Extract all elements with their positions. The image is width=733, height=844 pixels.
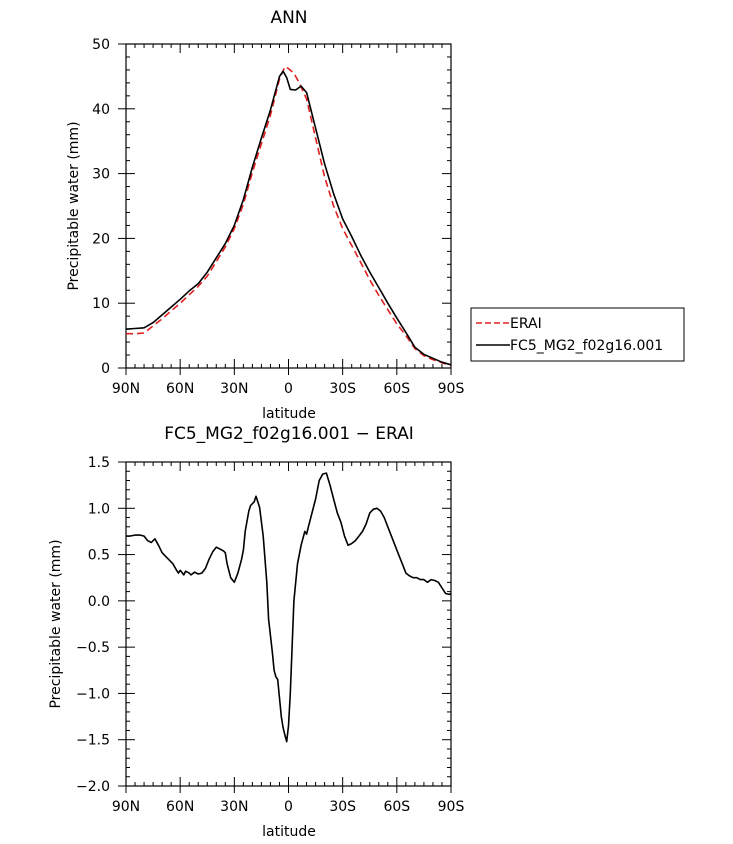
y-tick-label: 1.5 [88,455,110,471]
x-tick-label: 30S [329,381,356,397]
series-lines [126,472,452,743]
x-tick-label: 60S [383,799,410,815]
x-tick-label: 30S [329,799,356,815]
y-tick-label: 20 [92,231,110,247]
x-tick-label: 60N [166,799,194,815]
x-tick-label: 90N [112,799,140,815]
y-tick-label: 1.0 [88,501,110,517]
x-tick-label: 90N [112,381,140,397]
series-line-0 [126,472,452,743]
legend: ERAI FC5_MG2_f02g16.001 [470,307,685,362]
panel-title: ANN [270,8,307,28]
difference-panel: FC5_MG2_f02g16.001 − ERAI 90N 60N 30N 0 30S 6… [48,424,464,840]
precipitable-water-panel: ANN 90N 60N 30N 0 30S 60S 90S 0 10 20 30 40 50 lati… [66,8,685,422]
y-tick-label: 40 [92,102,110,118]
y-tick-label: 0.0 [88,594,110,610]
legend-label-fc5: FC5_MG2_f02g16.001 [510,338,663,354]
plot-frame [125,461,452,787]
legend-label-erai: ERAI [510,316,542,332]
legend-box [470,307,685,362]
y-tick-label: −1.0 [76,686,110,702]
y-tick-label: 0 [101,361,110,377]
y-tick-label: −1.5 [76,733,110,749]
panel-title: FC5_MG2_f02g16.001 − ERAI [164,424,414,444]
y-tick-label: −0.5 [76,640,110,656]
series-lines [125,65,452,367]
x-tick-label: 60S [383,381,410,397]
axis-ticks [118,43,452,375]
x-tick-labels: 90N 60N 30N 0 30S 60S 90S [112,799,465,815]
x-tick-label: 90S [438,381,465,397]
x-tick-label: 0 [284,381,293,397]
x-tick-label: 0 [284,799,293,815]
y-tick-label: −2.0 [76,779,110,795]
plot-frame [125,43,452,369]
series-line-0 [126,65,452,367]
x-tick-label: 60N [166,381,194,397]
y-tick-label: 30 [92,167,110,183]
y-tick-label: 10 [92,296,110,312]
y-axis-label: Precipitable water (mm) [66,121,82,290]
axis-ticks [118,461,452,793]
series-line-1 [125,70,452,366]
x-tick-label: 90S [438,799,465,815]
x-tick-label: 30N [220,381,248,397]
x-axis-label: latitude [262,406,316,422]
y-tick-label: 50 [92,37,110,53]
x-tick-labels: 90N 60N 30N 0 30S 60S 90S [112,381,465,397]
x-axis-label: latitude [262,824,316,840]
y-axis-label: Precipitable water (mm) [48,539,64,708]
x-tick-label: 30N [220,799,248,815]
y-tick-label: 0.5 [88,548,110,564]
y-tick-labels: −2.0 −1.5 −1.0 −0.5 0.0 0.5 1.0 1.5 [76,455,110,795]
y-tick-labels: 0 10 20 30 40 50 [92,37,110,377]
